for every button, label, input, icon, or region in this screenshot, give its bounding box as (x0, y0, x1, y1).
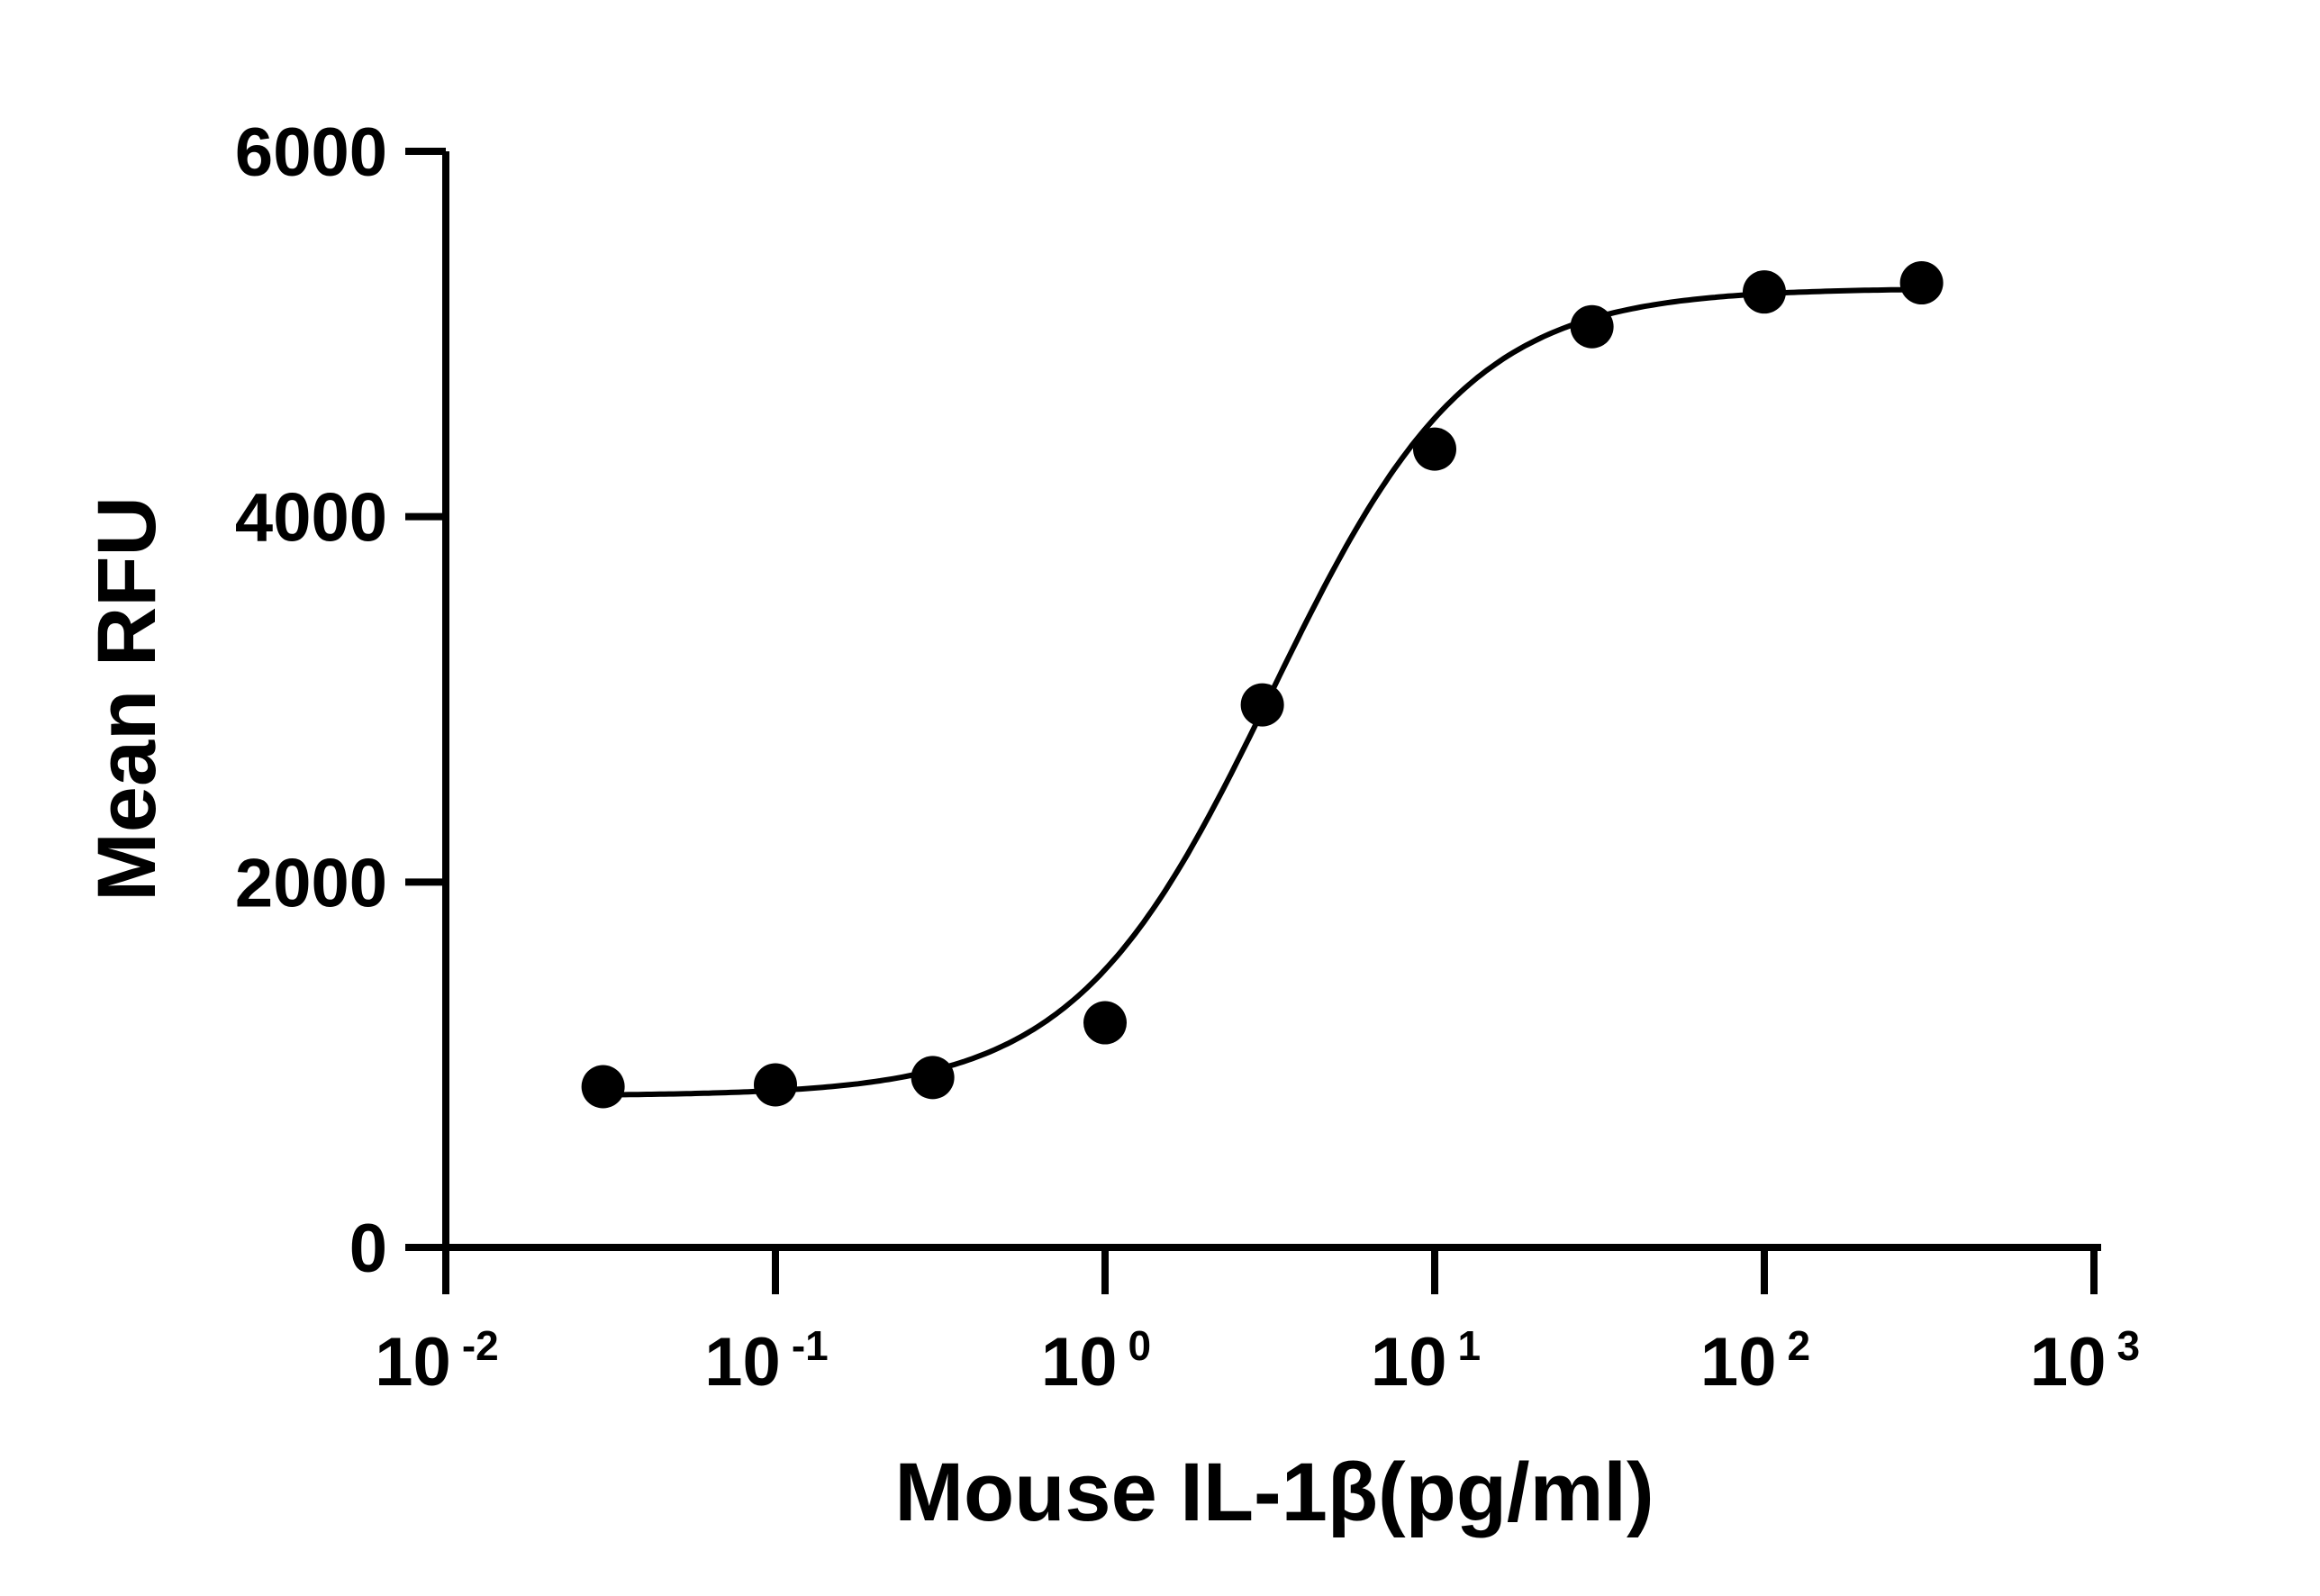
y-tick-label: 0 (349, 1211, 387, 1287)
data-point (1083, 1001, 1127, 1045)
x-tick-base: 10 (2030, 1324, 2107, 1401)
y-tick-label: 2000 (235, 845, 387, 921)
x-tick-exponent: -1 (792, 1322, 829, 1369)
y-tick-label: 4000 (235, 480, 387, 557)
x-tick-exponent: 1 (1457, 1322, 1481, 1369)
data-point (1570, 304, 1614, 349)
x-axis-title: Mouse IL-1β(pg/ml) (894, 1446, 1654, 1538)
x-tick-label: 10 3 (2030, 1322, 2140, 1401)
data-point (1899, 261, 1944, 305)
y-ticks: 0 2000 4000 6000 (235, 114, 446, 1287)
y-tick-label: 6000 (235, 114, 387, 191)
x-tick-base: 10 (704, 1324, 781, 1401)
x-tick-label: 10 0 (1041, 1322, 1151, 1401)
x-tick-exponent: 2 (1787, 1322, 1810, 1369)
data-point (1743, 270, 1786, 314)
y-axis-title: Mean RFU (81, 496, 173, 902)
x-tick-exponent: 3 (2116, 1322, 2140, 1369)
x-tick-exponent: -2 (462, 1322, 499, 1369)
x-tick-base: 10 (375, 1324, 451, 1401)
x-tick-base: 10 (1041, 1324, 1118, 1401)
data-point (911, 1056, 955, 1100)
data-points (581, 261, 1944, 1109)
data-point (581, 1065, 625, 1109)
x-tick-exponent: 0 (1128, 1322, 1151, 1369)
data-point (1413, 427, 1456, 471)
x-tick-label: 10 -2 (375, 1322, 498, 1401)
data-point (754, 1063, 797, 1107)
x-tick-base: 10 (1371, 1324, 1447, 1401)
x-tick-label: 10 2 (1700, 1322, 1810, 1401)
x-ticks: 10 -2 10 -1 10 0 10 1 10 2 10 3 (375, 1247, 2140, 1401)
x-tick-base: 10 (1700, 1324, 1777, 1401)
data-point (1240, 683, 1284, 727)
x-tick-label: 10 -1 (704, 1322, 828, 1401)
x-tick-label: 10 1 (1371, 1322, 1481, 1401)
axes (442, 151, 2101, 1251)
